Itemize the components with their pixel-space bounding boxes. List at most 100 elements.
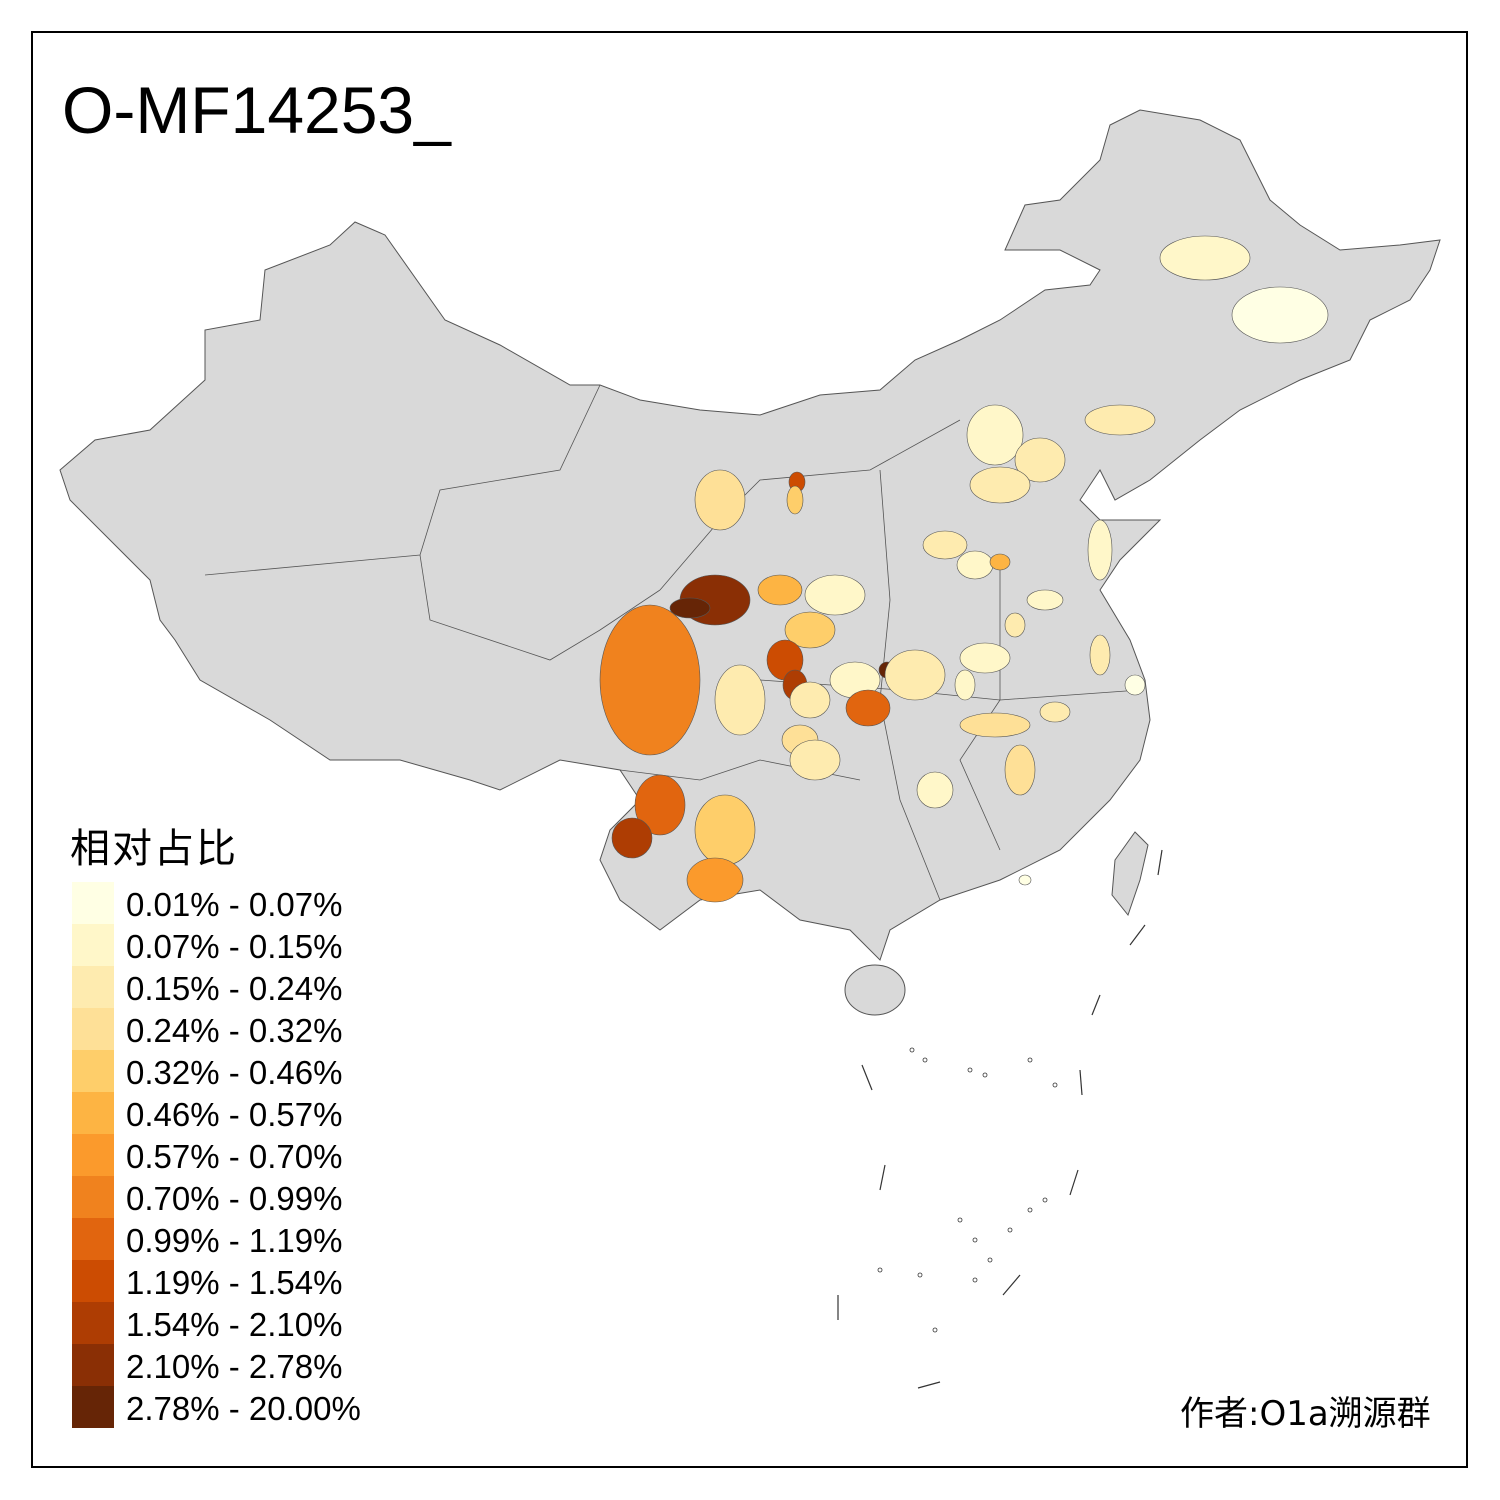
nine-dash-line-segment xyxy=(1091,994,1101,1016)
map-region xyxy=(959,642,1011,674)
province-border xyxy=(419,554,661,661)
map-region xyxy=(634,774,686,836)
legend-label: 0.01% - 0.07% xyxy=(126,886,343,923)
map-region xyxy=(969,466,1031,504)
map-region xyxy=(669,597,711,619)
legend-swatch xyxy=(72,924,114,966)
map-region xyxy=(956,550,994,580)
island-dot xyxy=(909,1047,915,1053)
legend-swatch xyxy=(72,1050,114,1092)
legend-item: 0.07% - 0.15% xyxy=(72,924,361,966)
map-region xyxy=(1026,589,1064,611)
island-dot xyxy=(957,1217,963,1223)
island-dot xyxy=(972,1237,978,1243)
legend-item: 0.15% - 0.24% xyxy=(72,966,361,1008)
legend-label: 0.32% - 0.46% xyxy=(126,1054,343,1091)
legend-swatch xyxy=(72,1092,114,1134)
map-region xyxy=(922,530,968,560)
legend-item: 0.32% - 0.46% xyxy=(72,1050,361,1092)
island-dot xyxy=(1027,1057,1033,1063)
legend-label: 0.15% - 0.24% xyxy=(126,970,343,1007)
island-dot xyxy=(967,1067,973,1073)
legend-label: 0.24% - 0.32% xyxy=(126,1012,343,1049)
legend-item: 2.10% - 2.78% xyxy=(72,1344,361,1386)
legend-item: 0.46% - 0.57% xyxy=(72,1092,361,1134)
map-region xyxy=(916,771,954,809)
map-region xyxy=(1004,612,1026,638)
island-dot xyxy=(1007,1227,1013,1233)
nine-dash-line-segment xyxy=(1079,1069,1083,1096)
province-border xyxy=(759,679,1141,701)
legend-label: 0.07% - 0.15% xyxy=(126,928,343,965)
nine-dash-line-segment xyxy=(1002,1274,1021,1296)
legend-label: 0.46% - 0.57% xyxy=(126,1096,343,1133)
map-region xyxy=(686,857,744,903)
map-region xyxy=(1018,874,1032,886)
legend-label: 0.99% - 1.19% xyxy=(126,1222,343,1259)
map-region xyxy=(884,649,946,701)
legend-item: 1.54% - 2.10% xyxy=(72,1302,361,1344)
province-border xyxy=(659,419,961,591)
nine-dash-line-segment xyxy=(879,1164,886,1191)
legend-item: 1.19% - 1.54% xyxy=(72,1260,361,1302)
nine-dash-line-segment xyxy=(1069,1169,1079,1196)
map-region xyxy=(786,485,804,515)
map-region xyxy=(1159,235,1251,281)
map-region xyxy=(1231,286,1329,344)
map-region xyxy=(1124,674,1146,696)
map-region xyxy=(789,739,841,781)
author-credit: 作者:O1a溯源群 xyxy=(1180,1394,1431,1434)
legend-label: 2.78% - 20.00% xyxy=(126,1390,361,1427)
legend-item: 0.24% - 0.32% xyxy=(72,1008,361,1050)
map-region xyxy=(599,604,701,756)
map-frame xyxy=(31,31,1468,1468)
map-region xyxy=(954,669,976,701)
map-region xyxy=(989,553,1011,571)
map-region xyxy=(611,817,653,859)
map-region xyxy=(694,794,756,866)
legend: 0.01% - 0.07% 0.07% - 0.15% 0.15% - 0.24% 0… xyxy=(72,882,361,1428)
map-region xyxy=(845,689,891,727)
nine-dash-line-segment xyxy=(917,1381,941,1389)
legend-swatch xyxy=(72,1176,114,1218)
legend-swatch xyxy=(72,1344,114,1386)
map-region xyxy=(1084,404,1156,436)
legend-title: 相对占比 xyxy=(70,826,238,872)
legend-label: 0.57% - 0.70% xyxy=(126,1138,343,1175)
map-region xyxy=(1087,519,1113,581)
map-region xyxy=(966,404,1024,466)
legend-swatch xyxy=(72,1008,114,1050)
legend-swatch xyxy=(72,1218,114,1260)
island-dot xyxy=(877,1267,883,1273)
hainan-island xyxy=(844,964,906,1016)
legend-swatch xyxy=(72,1386,114,1428)
island-dot xyxy=(1052,1082,1058,1088)
legend-swatch xyxy=(72,1260,114,1302)
legend-item: 0.99% - 1.19% xyxy=(72,1218,361,1260)
map-region xyxy=(714,664,766,736)
island-dot xyxy=(1042,1197,1048,1203)
legend-swatch xyxy=(72,882,114,924)
legend-item: 0.01% - 0.07% xyxy=(72,882,361,924)
legend-item: 0.57% - 0.70% xyxy=(72,1134,361,1176)
map-region xyxy=(789,681,831,719)
island-dot xyxy=(922,1057,928,1063)
island-dot xyxy=(972,1277,978,1283)
map-region xyxy=(694,469,746,531)
map-title: O-MF14253_ xyxy=(62,73,451,147)
map-region xyxy=(804,574,866,616)
island-dot xyxy=(932,1327,938,1333)
legend-label: 1.54% - 2.10% xyxy=(126,1306,343,1343)
province-border xyxy=(204,384,601,576)
island-dot xyxy=(982,1072,988,1078)
nine-dash-line-segment xyxy=(1129,924,1146,946)
nine-dash-line-segment xyxy=(861,1064,873,1091)
legend-swatch xyxy=(72,1134,114,1176)
map-region xyxy=(959,712,1031,738)
island-dot xyxy=(1027,1207,1033,1213)
legend-swatch xyxy=(72,966,114,1008)
map-region xyxy=(1014,437,1066,483)
nine-dash-line-segment xyxy=(1157,849,1163,876)
map-region xyxy=(1039,701,1071,723)
